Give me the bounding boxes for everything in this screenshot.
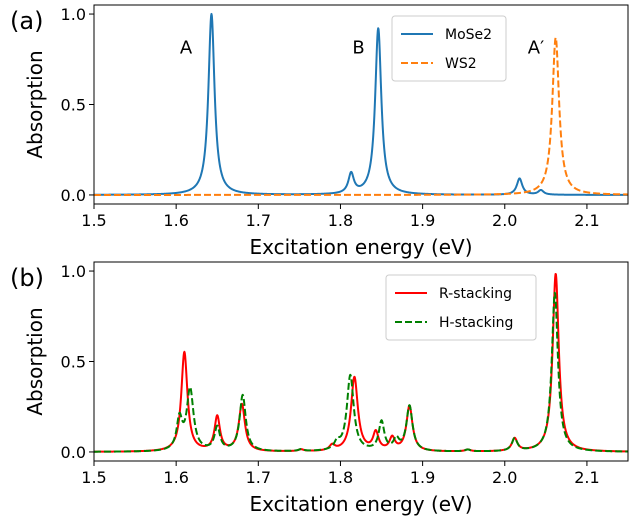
x-tick-label: 2.1 [574, 211, 599, 230]
x-tick-label: 1.9 [410, 468, 435, 487]
x-tick-label: 1.9 [410, 211, 435, 230]
series-group [94, 12, 628, 196]
legend: R-stacking H-stacking [385, 274, 537, 341]
x-tick-label: 1.7 [246, 468, 271, 487]
legend-entry: WS2 [445, 56, 477, 72]
series-line-h-stacking [94, 291, 628, 453]
x-tick-label: 2.0 [492, 211, 517, 230]
peak-label: B [352, 38, 364, 59]
x-tick-label: 2.1 [574, 468, 599, 487]
x-tick-label: 1.7 [246, 211, 271, 230]
x-tick-label: 1.6 [163, 211, 188, 230]
y-tick-label: 1.0 [61, 5, 86, 24]
legend: MoSe2 WS2 [391, 15, 507, 82]
series-group [94, 272, 628, 453]
legend-entry: R-stacking [439, 286, 512, 302]
legend-entry: H-stacking [439, 315, 513, 331]
x-tick-label: 1.6 [163, 468, 188, 487]
plot-frame [93, 4, 629, 205]
y-tick-label: 0.0 [61, 443, 86, 462]
series-line-ws2 [94, 36, 628, 196]
legend-entry: MoSe2 [445, 27, 492, 43]
legend-box [391, 15, 507, 82]
x-tick-label: 1.5 [81, 211, 106, 230]
y-tick-label: 0.5 [61, 96, 86, 115]
y-axis-label: Absorption [23, 50, 47, 158]
y-tick-label: 0.0 [61, 186, 86, 205]
series-line-r-stacking [94, 272, 628, 453]
panel-b: 1.5 1.6 1.7 1.8 1.9 2.0 2.1 0.0 0.5 1.0 Excitation… [10, 261, 629, 516]
x-axis-label: Excitation energy (eV) [249, 492, 472, 516]
x-tick-label: 1.8 [328, 211, 353, 230]
panel-label: (b) [10, 264, 44, 292]
panel-a: 1.5 1.6 1.7 1.8 1.9 2.0 2.1 0.0 0.5 1.0 Excitation… [10, 4, 629, 259]
y-tick-label: 1.0 [61, 262, 86, 281]
panel-label: (a) [10, 7, 43, 35]
peak-label: A′ [528, 38, 544, 59]
series-line-mose2 [94, 12, 628, 196]
x-tick-label: 1.8 [328, 468, 353, 487]
legend-box [385, 274, 537, 341]
y-tick-label: 0.5 [61, 353, 86, 372]
x-axis-label: Excitation energy (eV) [249, 235, 472, 259]
y-axis-label: Absorption [23, 307, 47, 415]
x-tick-label: 2.0 [492, 468, 517, 487]
peak-label: A [180, 38, 193, 59]
x-tick-label: 1.5 [81, 468, 106, 487]
